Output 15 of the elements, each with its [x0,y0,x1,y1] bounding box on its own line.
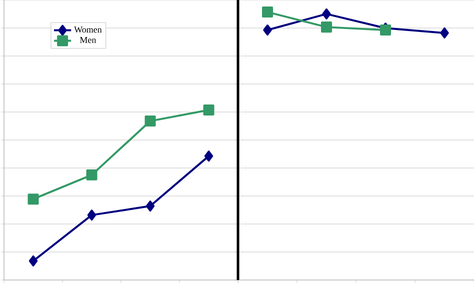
point [262,6,273,18]
legend-label: Women [74,26,102,33]
point [204,150,214,162]
point [146,200,155,212]
point [86,169,98,180]
point [28,255,38,266]
point [440,27,449,38]
point [28,194,39,205]
point [322,8,331,20]
point [321,22,332,33]
point [263,24,272,36]
point [144,116,156,127]
point [203,104,214,116]
point [87,210,96,221]
legend-label: Men [80,36,96,43]
